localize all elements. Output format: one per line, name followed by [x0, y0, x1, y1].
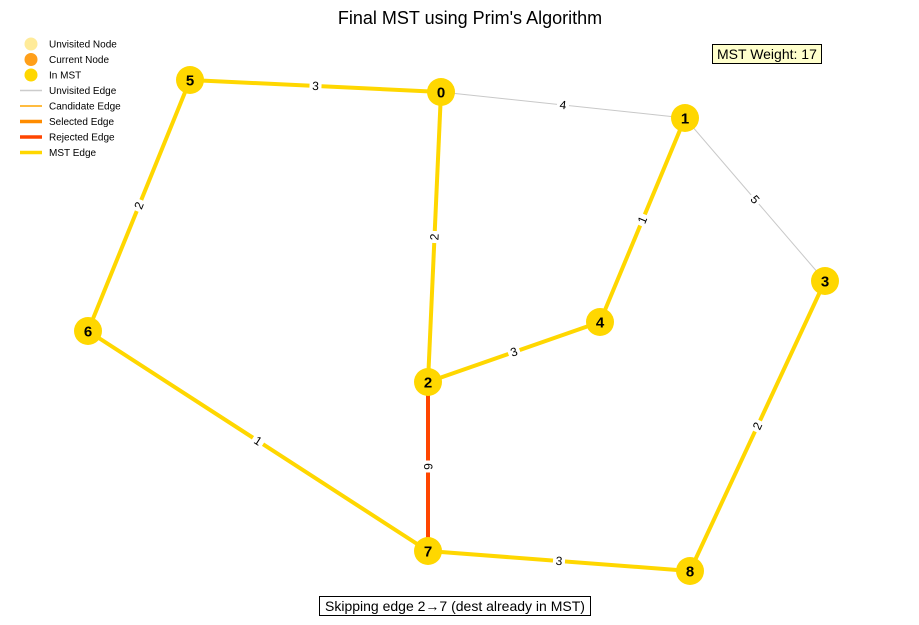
node-0: 0 [427, 78, 455, 106]
legend-label: Rejected Edge [49, 133, 115, 144]
edge-label-bg [129, 196, 149, 215]
legend-label: Selected Edge [49, 117, 114, 128]
node-6: 6 [74, 317, 102, 345]
status-message: Skipping edge 2→7 (dest already in MST) [319, 596, 591, 616]
legend-label: Candidate Edge [49, 102, 121, 113]
legend-item: Unvisited Edge [20, 86, 117, 97]
legend-node-swatch [24, 53, 38, 66]
legend-label: In MST [49, 71, 81, 82]
node-label: 6 [84, 324, 92, 341]
edge-weight-text: 3 [509, 344, 520, 360]
mst-weight-box: MST Weight: 17 [712, 44, 822, 64]
node-label: 4 [596, 315, 605, 332]
edge-label-bg [745, 189, 765, 210]
node-circle [586, 308, 614, 336]
node-label: 0 [437, 85, 445, 102]
legend-item: Current Node [24, 53, 109, 66]
edge-weight-text: 6 [421, 463, 435, 470]
legend-item: Unvisited Node [24, 37, 117, 51]
edge-label-bg [420, 460, 436, 473]
node-label: 2 [424, 375, 432, 392]
node-label: 3 [821, 274, 829, 291]
edge-weight-text: 3 [312, 79, 320, 93]
edge-weight-text: 3 [555, 554, 563, 568]
node-circle [176, 66, 204, 94]
node-7: 7 [414, 537, 442, 565]
edge-label-bg [248, 431, 268, 451]
legend-node-swatch [24, 68, 38, 82]
legend-label: Unvisited Node [49, 40, 117, 51]
edges-layer [86, 78, 827, 573]
edge-weight-label: 1 [248, 431, 268, 451]
chart-title: Final MST using Prim's Algorithm [338, 8, 602, 28]
legend-item: Rejected Edge [20, 133, 115, 144]
nodes-layer: 0 1 2 3 4 5 6 7 8 [74, 66, 839, 585]
edge-weight-text: 1 [635, 214, 651, 226]
edge-weight-label: 1 [632, 211, 653, 229]
edge-weight-text: 4 [559, 98, 567, 113]
legend: Unvisited Node Current Node In MST Unvisite… [20, 37, 121, 159]
edge-labels-layer: 3 4 2 1 5 2 3 1 6 3 2 [129, 77, 768, 570]
edge-label-bg [426, 230, 443, 244]
edge-label-bg [552, 552, 566, 570]
edge-weight-label: 2 [129, 196, 149, 215]
edge-label-bg [632, 211, 653, 229]
node-1: 1 [671, 104, 699, 132]
legend-item: Selected Edge [20, 117, 114, 128]
node-2: 2 [414, 368, 442, 396]
node-label: 1 [681, 111, 689, 128]
node-circle [427, 78, 455, 106]
legend-label: Unvisited Edge [49, 86, 117, 97]
node-label: 7 [424, 544, 432, 561]
node-label: 8 [686, 564, 694, 581]
node-4: 4 [586, 308, 614, 336]
edge-weight-label: 3 [505, 342, 523, 362]
edge-label-bg [505, 342, 523, 362]
node-circle [74, 317, 102, 345]
edge-label-bg [747, 417, 768, 435]
legend-label: Current Node [49, 55, 109, 66]
edge-weight-label: 2 [747, 417, 768, 435]
edge-label-bg [309, 77, 322, 95]
node-circle [414, 537, 442, 565]
node-label: 5 [186, 73, 194, 90]
edge-label-bg [556, 96, 570, 114]
legend-label: MST Edge [49, 148, 96, 159]
legend-item: Candidate Edge [20, 102, 121, 113]
edge-weight-text: 2 [427, 233, 441, 241]
edge-weight-label: 3 [309, 77, 322, 95]
legend-node-swatch [24, 37, 38, 51]
node-circle [414, 368, 442, 396]
edge-weight-label: 2 [426, 230, 443, 244]
edge-weight-label: 4 [556, 96, 570, 114]
edge-weight-label: 6 [420, 460, 436, 473]
node-3: 3 [811, 267, 839, 295]
node-circle [811, 267, 839, 295]
edge-weight-label: 3 [552, 552, 566, 570]
legend-item: In MST [24, 68, 81, 82]
legend-item: MST Edge [20, 148, 96, 159]
node-5: 5 [176, 66, 204, 94]
edge-weight-label: 5 [745, 189, 765, 210]
node-circle [671, 104, 699, 132]
node-circle [676, 557, 704, 585]
node-8: 8 [676, 557, 704, 585]
edge-weight-text: 2 [131, 199, 147, 211]
